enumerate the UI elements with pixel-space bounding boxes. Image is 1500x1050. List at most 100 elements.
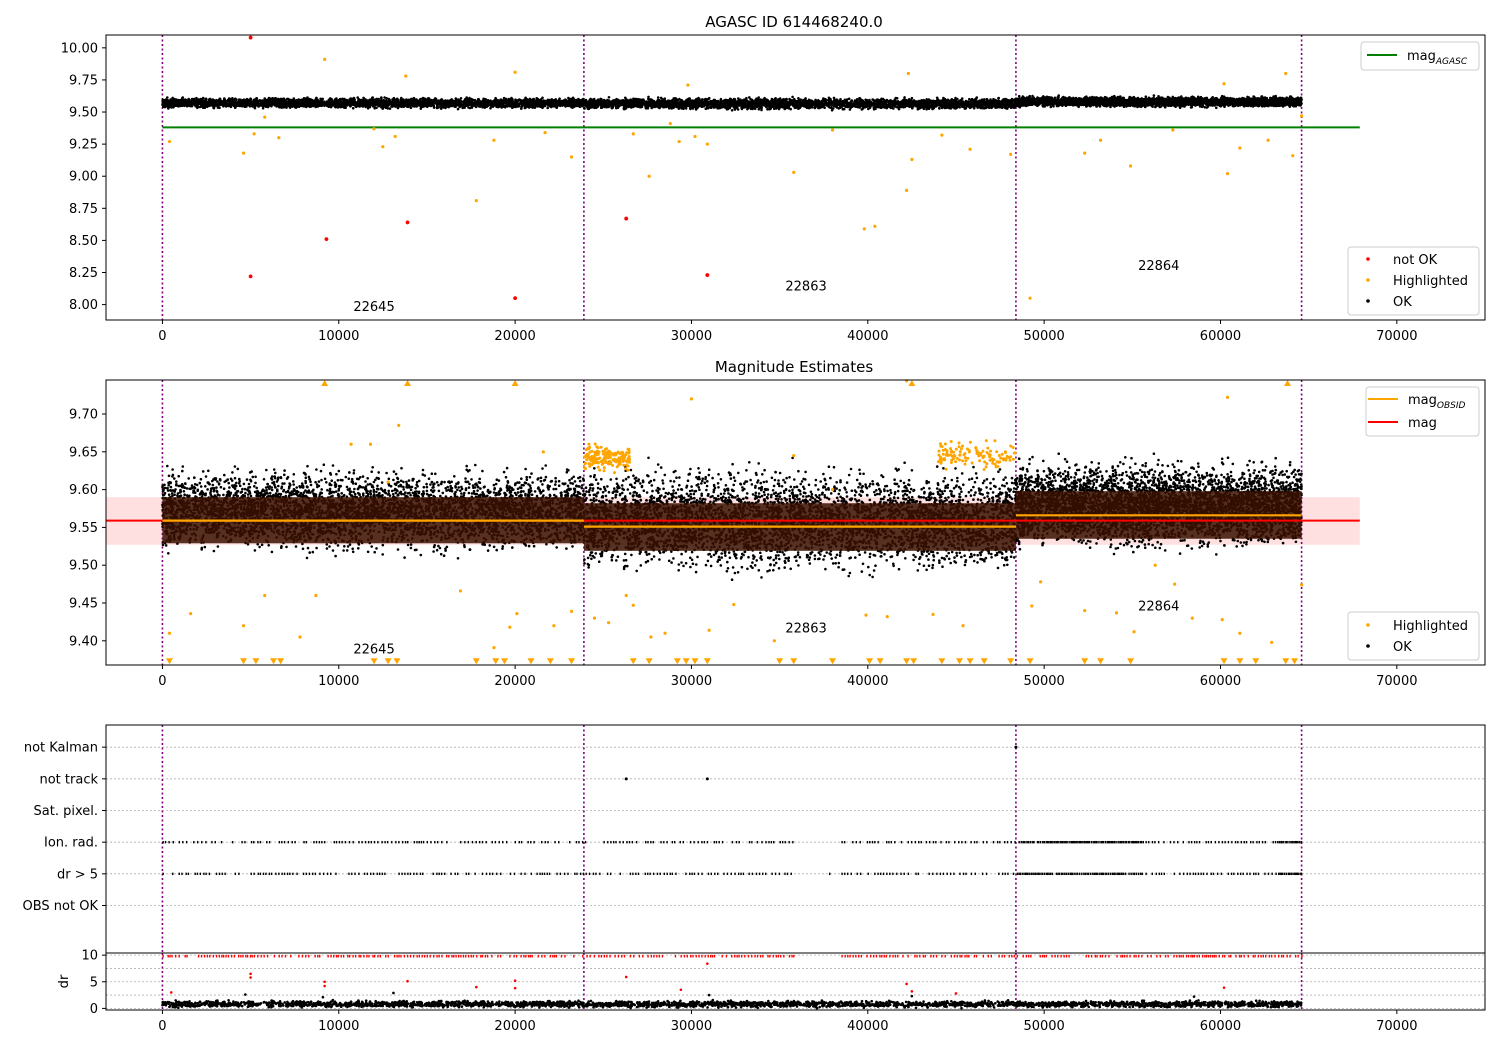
ok-point: [363, 101, 367, 105]
ok-point: [353, 100, 357, 104]
ok-point: [558, 100, 561, 104]
ok-point: [745, 96, 748, 100]
ok-point: [736, 108, 740, 111]
ok-point: [452, 103, 456, 106]
ok-point: [972, 106, 976, 110]
ok-point: [396, 98, 399, 101]
ok-point: [415, 101, 419, 104]
ok-point: [409, 106, 413, 110]
ok-point: [317, 103, 321, 107]
ok-point: [247, 102, 251, 105]
ok-point: [428, 104, 431, 107]
ok-point: [486, 99, 490, 102]
ok-point: [478, 102, 482, 105]
ok-point: [263, 101, 267, 104]
ok-point: [524, 99, 527, 103]
ok-point: [466, 102, 470, 106]
ok-point: [229, 105, 233, 109]
ok-point: [209, 99, 212, 103]
ok-point: [342, 103, 346, 107]
ok-point: [189, 102, 193, 105]
ok-point: [194, 104, 197, 108]
ok-point: [455, 102, 459, 106]
ok-point: [341, 97, 344, 101]
ok-point: [423, 103, 426, 106]
ok-point: [183, 98, 187, 101]
ok-point: [983, 98, 986, 101]
ok-point: [289, 104, 292, 108]
ok-point: [356, 102, 360, 105]
ok-point: [555, 106, 558, 109]
ok-point: [549, 103, 552, 107]
ok-point: [333, 101, 336, 104]
ok-point: [574, 102, 577, 106]
ok-point: [489, 106, 492, 110]
ok-point: [166, 96, 169, 99]
ok-point: [334, 105, 337, 109]
ok-point: [163, 105, 167, 109]
ok-point: [530, 105, 534, 109]
ok-point: [332, 103, 336, 107]
ok-point: [519, 99, 522, 103]
ok-point: [474, 100, 478, 103]
ok-point: [571, 96, 575, 100]
ok-point: [415, 104, 419, 108]
ok-point: [526, 100, 529, 103]
ok-point: [201, 103, 204, 106]
ok-point: [577, 100, 580, 103]
ok-point: [538, 101, 542, 105]
ok-point: [248, 105, 252, 108]
ok-point: [176, 100, 180, 103]
ok-point: [903, 96, 906, 99]
ok-point: [301, 104, 305, 107]
ok-point: [515, 103, 519, 106]
ok-point: [230, 100, 233, 104]
ok-point: [223, 98, 226, 101]
ok-point: [450, 98, 454, 101]
ok-point: [283, 98, 286, 101]
ok-point: [263, 103, 266, 107]
ok-point: [168, 105, 171, 109]
ok-point: [922, 98, 925, 102]
ok-point: [484, 101, 488, 104]
ok-point: [963, 107, 967, 110]
ok-point: [395, 102, 399, 106]
ok-point: [204, 99, 207, 103]
ok-point: [261, 106, 265, 110]
ok-point: [503, 105, 507, 109]
ok-point: [339, 104, 342, 108]
ok-point: [548, 99, 552, 103]
ok-point: [473, 103, 477, 107]
ok-point: [388, 98, 391, 102]
ok-point: [181, 96, 184, 100]
ok-point: [536, 97, 539, 101]
ok-point: [252, 104, 256, 107]
ok-point: [447, 105, 451, 108]
ok-point: [511, 103, 514, 106]
ok-point: [554, 101, 557, 105]
ok-point: [539, 99, 542, 103]
ok-point: [171, 96, 174, 100]
ok-point: [506, 100, 509, 104]
ok-point: [432, 99, 436, 102]
ok-point: [528, 97, 532, 101]
ok-point: [507, 103, 510, 107]
panel-title-agasc-id: AGASC ID 614468240.0: [705, 13, 883, 31]
ok-point: [546, 100, 549, 104]
ok-point: [293, 105, 297, 108]
ok-point: [241, 103, 245, 107]
ok-point: [330, 101, 334, 104]
ok-point: [328, 101, 331, 105]
ok-point: [352, 96, 356, 100]
ok-point: [543, 104, 547, 107]
ok-point: [370, 102, 373, 106]
ok-point: [207, 103, 211, 106]
ok-point: [334, 98, 338, 102]
ok-point: [169, 99, 172, 102]
ok-point: [531, 102, 534, 105]
ok-point: [493, 101, 496, 105]
ok-point: [381, 107, 385, 110]
ok-point: [166, 98, 169, 102]
ok-point: [241, 100, 245, 103]
